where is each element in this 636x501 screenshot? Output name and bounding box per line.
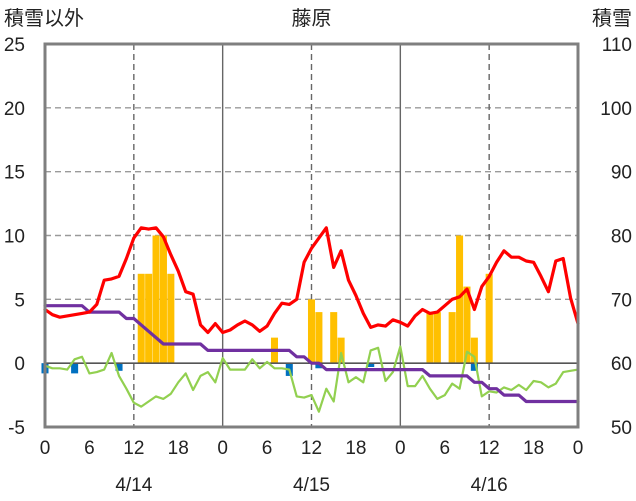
precipitation-bars	[41, 235, 578, 376]
positive-bar	[307, 299, 316, 364]
x-tick-label: 12	[123, 438, 144, 459]
x-tick-label: 18	[168, 438, 189, 459]
negative-bar	[470, 363, 478, 371]
left-tick-label: 0	[14, 354, 25, 375]
positive-bar	[463, 286, 471, 364]
positive-bar	[152, 235, 160, 364]
positive-bar	[426, 312, 434, 364]
x-tick-label: 0	[395, 438, 406, 459]
x-tick-label: 12	[301, 438, 322, 459]
right-tick-label: 90	[611, 163, 632, 184]
positive-bar	[137, 273, 145, 364]
positive-bar	[167, 273, 175, 364]
positive-bar	[145, 273, 153, 364]
positive-bar	[448, 312, 456, 364]
positive-bar	[485, 273, 493, 364]
grid-lines	[45, 44, 578, 427]
positive-bar	[433, 312, 441, 364]
date-label: 4/15	[293, 475, 330, 496]
x-tick-label: 0	[573, 438, 584, 459]
left-tick-label: 15	[4, 163, 25, 184]
x-tick-label: 18	[523, 438, 544, 459]
right-tick-label: 50	[611, 418, 632, 439]
temperature-line	[43, 226, 580, 335]
positive-bar	[330, 312, 338, 364]
plot-frame	[43, 42, 580, 429]
date-label: 4/14	[115, 475, 152, 496]
left-tick-label: -5	[8, 418, 25, 439]
x-tick-label: 6	[439, 438, 450, 459]
green-series-line	[43, 345, 580, 413]
positive-bar	[315, 312, 323, 364]
right-tick-label: 70	[611, 290, 632, 311]
left-axis-label: 積雪以外	[4, 7, 84, 30]
right-tick-label: 80	[611, 227, 632, 248]
positive-bar	[337, 337, 345, 364]
left-tick-label: 20	[4, 99, 25, 120]
snow-depth-line	[43, 304, 580, 404]
left-tick-label: 5	[14, 290, 25, 311]
x-tick-label: 0	[40, 438, 51, 459]
data-lines	[43, 226, 580, 413]
right-tick-label: 60	[611, 354, 632, 375]
right-tick-label: 100	[600, 99, 632, 120]
right-tick-label: 110	[602, 35, 632, 56]
negative-bar	[315, 363, 323, 369]
negative-bar	[367, 363, 375, 367]
negative-bar	[115, 363, 123, 371]
negative-bar	[71, 363, 79, 374]
right-axis-label: 積雪	[592, 7, 632, 30]
chart-title: 藤原	[292, 7, 332, 30]
x-tick-label: 0	[217, 438, 228, 459]
positive-bar	[456, 235, 464, 364]
x-tick-label: 12	[479, 438, 500, 459]
left-tick-label: 10	[4, 227, 25, 248]
x-tick-label: 6	[84, 438, 95, 459]
x-tick-label: 18	[345, 438, 366, 459]
left-tick-label: 25	[4, 35, 25, 56]
date-label: 4/16	[471, 475, 508, 496]
positive-bar	[470, 337, 478, 364]
x-tick-label: 6	[262, 438, 273, 459]
positive-bar	[159, 235, 167, 364]
